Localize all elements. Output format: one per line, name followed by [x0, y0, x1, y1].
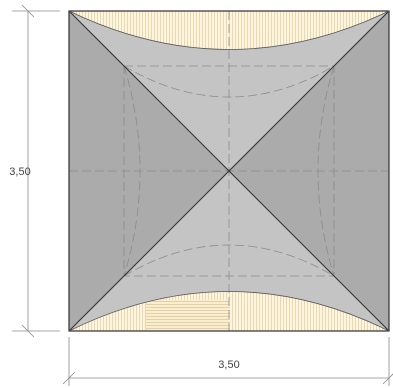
top-edge-arc	[68, 10, 390, 332]
horizontal-dimension	[62, 337, 393, 386]
vertical-dimension	[12, 4, 60, 338]
vertical-dimension-label: 3,50	[9, 166, 30, 178]
horizontal-dimension-label: 3,50	[218, 359, 239, 371]
hip-lines	[68, 10, 390, 332]
plan-outline	[68, 10, 390, 332]
timber-board-horizontal-hatch	[146, 300, 230, 331]
